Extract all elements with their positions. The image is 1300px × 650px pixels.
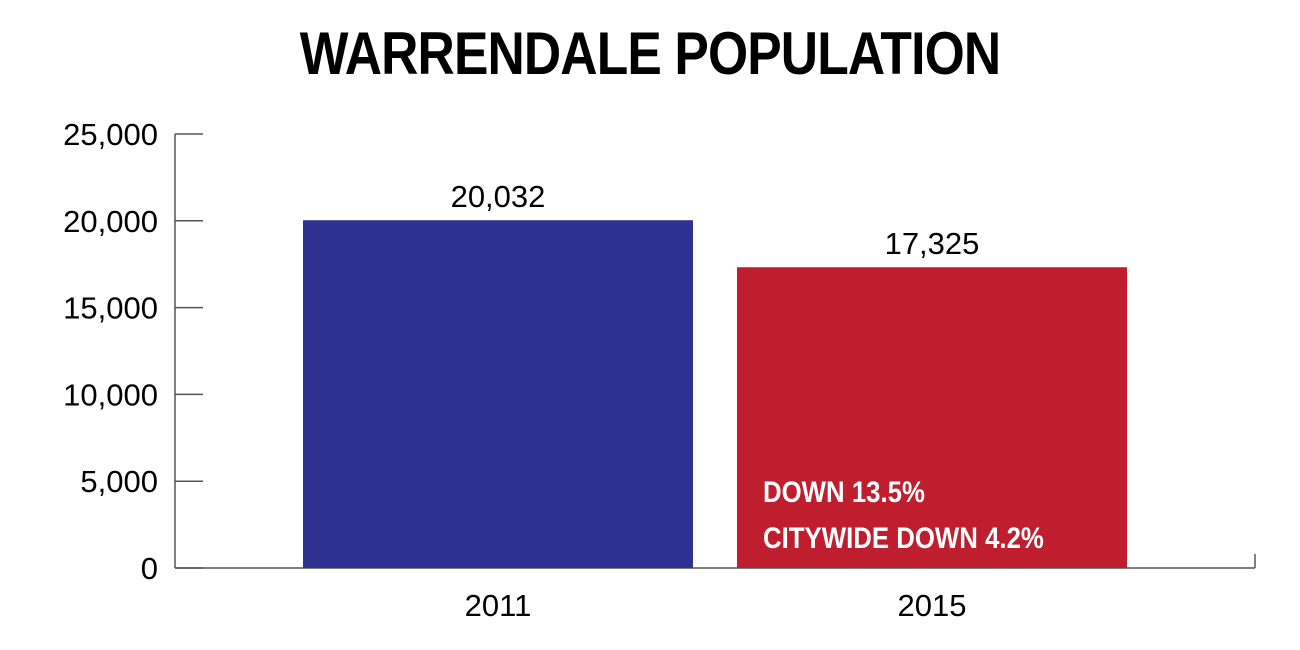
bar-annotation: DOWN 13.5%: [763, 475, 925, 508]
bar-2015: [737, 267, 1127, 568]
labels: 0 5,000 10,000 15,000 20,000 25,000 20,032 2011…: [63, 117, 1044, 623]
y-tick-label: 25,000: [63, 117, 158, 152]
y-tick-label: 0: [141, 551, 158, 586]
bars: [303, 220, 1127, 568]
y-tick-label: 20,000: [63, 204, 158, 239]
chart-title: WARRENDALE POPULATION: [299, 20, 1001, 87]
bar-annotation: CITYWIDE DOWN 4.2%: [763, 521, 1044, 554]
data-label: 17,325: [885, 226, 980, 261]
x-tick-label: 2011: [465, 588, 532, 623]
y-tick-label: 5,000: [80, 464, 158, 499]
data-label: 20,032: [451, 179, 546, 214]
bar-2011: [303, 220, 693, 568]
y-tick-label: 15,000: [63, 291, 158, 326]
y-tick-label: 10,000: [63, 377, 158, 412]
x-tick-label: 2015: [898, 588, 967, 623]
